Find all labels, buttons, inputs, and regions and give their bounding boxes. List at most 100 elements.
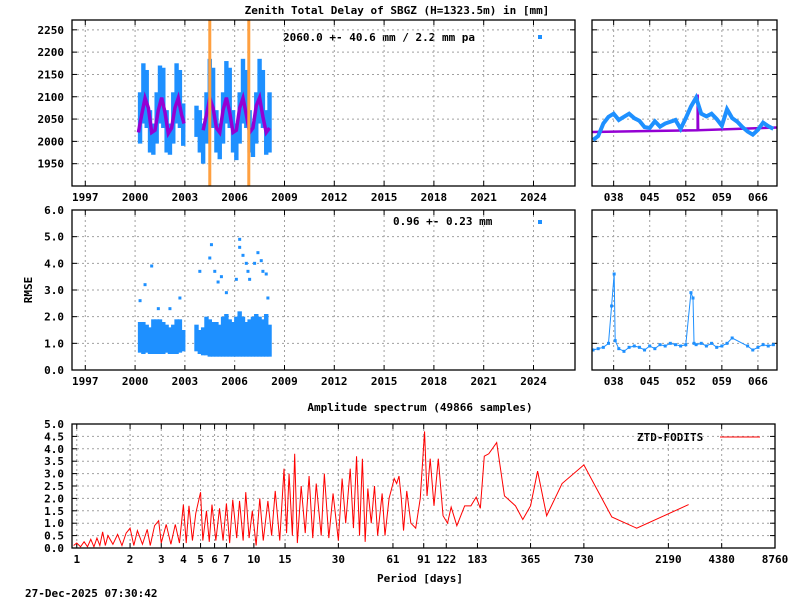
rmse-outlier-point: [208, 256, 212, 260]
rmse-obs-bar: [244, 322, 249, 357]
rmse-obs-bar: [260, 319, 266, 357]
spectrum-x-tick-label: 6: [211, 553, 218, 566]
spectrum-frame: [71, 423, 776, 549]
ztd-recent-frame: [591, 19, 778, 187]
rmse-outlier-point: [156, 307, 160, 311]
rmse-outlier-point: [253, 261, 257, 265]
spectrum-x-tick-label: 10: [247, 553, 260, 566]
ztd-legend-marker: [538, 35, 542, 39]
rmse-x-tick-label: 2021: [470, 375, 497, 388]
rmse-recent-point: [766, 344, 770, 348]
rmse-recent-point: [622, 349, 626, 353]
rmse-recent-point: [627, 345, 631, 349]
ztd-obs-bar: [240, 58, 246, 124]
ztd-x-tick-label: 2024: [520, 191, 547, 204]
ztd-x-tick-label: 2018: [421, 191, 448, 204]
rmse-outlier-point: [150, 264, 154, 268]
ztd-obs-bar: [244, 69, 249, 128]
rmse-recent-panel: 038 045 052 059 066: [591, 209, 778, 388]
rmse-recent-point: [610, 304, 614, 308]
rmse-recent-point: [632, 344, 636, 348]
ztd-obs-bar: [250, 123, 256, 157]
rmse-recent-point: [658, 343, 662, 347]
spectrum-y-tick-label: 4.5: [44, 430, 64, 443]
ztd-obs-bar: [267, 92, 272, 153]
ztd-x-tick-label: 2021: [470, 191, 497, 204]
ztd-obs-bar: [157, 65, 163, 124]
rmse-y-tick-label: 2.0: [44, 311, 64, 324]
rmse-y-tick-label: 0.0: [44, 364, 64, 377]
ztd-obs-bar: [141, 63, 146, 124]
ztd-data: [136, 20, 272, 186]
spectrum-x-tick-label: 61: [386, 553, 400, 566]
rmse-obs-bar: [181, 330, 186, 352]
rmse-recent-point: [725, 341, 729, 345]
rmse-x-tick-label: 2015: [371, 375, 398, 388]
rmse-outlier-point: [241, 253, 245, 257]
rmse-obs-bar: [257, 316, 262, 357]
spectrum-y-tick-label: 2.0: [44, 492, 64, 505]
rmse-outlier-point: [238, 237, 242, 241]
rmse-obs-bar: [267, 324, 272, 357]
spectrum-data: [73, 431, 689, 548]
ztd-x-tick-label: 2015: [371, 191, 398, 204]
ztd-y-tick-label: 2050: [38, 113, 65, 126]
rmse-x-tick-label: 2018: [421, 375, 448, 388]
spectrum-y-tick-label: 5.0: [44, 418, 64, 431]
rmse-recent-point: [617, 347, 621, 351]
rmse-y-tick-label: 5.0: [44, 231, 64, 244]
ztd-obs-bar: [260, 69, 266, 128]
rmse-obs-bar: [141, 322, 146, 354]
spectrum-x-tick-label: 5: [197, 553, 204, 566]
rmse-obs-bar: [217, 324, 222, 357]
rmse-recent-point: [720, 344, 724, 348]
rmse-outlier-point: [213, 269, 217, 273]
rmse-outlier-point: [143, 283, 147, 287]
rmse-recent-point: [761, 343, 765, 347]
rmse-recent-point: [704, 344, 708, 348]
rmse-recent-x-tick-label: 038: [604, 375, 624, 388]
rmse-outlier-point: [198, 269, 202, 273]
ztd-recent-x-tick-label: 052: [676, 191, 696, 204]
spectrum-x-tick-label: 7: [223, 553, 230, 566]
rmse-obs-bar: [207, 319, 212, 357]
rmse-outlier-point: [259, 259, 263, 263]
rmse-obs-bar: [174, 319, 179, 354]
rmse-recent-point: [756, 345, 760, 349]
ztd-title: Zenith Total Delay of SBGZ (H=1323.5m) i…: [245, 4, 550, 17]
rmse-obs-bar: [227, 319, 232, 357]
ztd-y-tick-label: 2100: [38, 91, 65, 104]
rmse-x-tick-label: 2024: [520, 375, 547, 388]
ztd-obs-bar: [214, 110, 219, 153]
rmse-data: [137, 237, 272, 357]
ztd-obs-bar: [200, 123, 206, 164]
rmse-obs-bar: [220, 316, 226, 357]
rmse-recent-point: [699, 341, 703, 345]
rmse-recent-point: [613, 339, 617, 343]
ztd-recent-obs-line: [592, 92, 775, 142]
rmse-obs-bar: [254, 314, 259, 357]
ztd-y-tick-label: 2150: [38, 68, 65, 81]
ztd-x-tick-label: 2006: [221, 191, 248, 204]
spectrum-x-tick-label: 2190: [655, 553, 682, 566]
spectrum-x-tick-label: 1: [73, 553, 80, 566]
rmse-recent-point: [694, 343, 698, 347]
rmse-recent-point: [771, 343, 775, 347]
spectrum-x-tick-label: 15: [278, 553, 291, 566]
rmse-x-tick-label: 2009: [271, 375, 298, 388]
rmse-x-tick-label: 2012: [321, 375, 348, 388]
rmse-recent-x-tick-label: 059: [712, 375, 732, 388]
rmse-outlier-point: [216, 280, 220, 284]
rmse-obs-bar: [234, 316, 239, 357]
rmse-obs-bar: [230, 322, 236, 357]
rmse-outlier-point: [168, 307, 172, 311]
rmse-recent-point: [592, 348, 595, 352]
rmse-recent-point: [643, 348, 647, 352]
spectrum-y-tick-label: 3.5: [44, 455, 64, 468]
rmse-outlier-point: [138, 299, 142, 303]
spectrum-y-tick-label: 0.5: [44, 530, 64, 543]
ztd-recent-x-tick-label: 066: [748, 191, 768, 204]
rmse-obs-bar: [154, 319, 159, 354]
